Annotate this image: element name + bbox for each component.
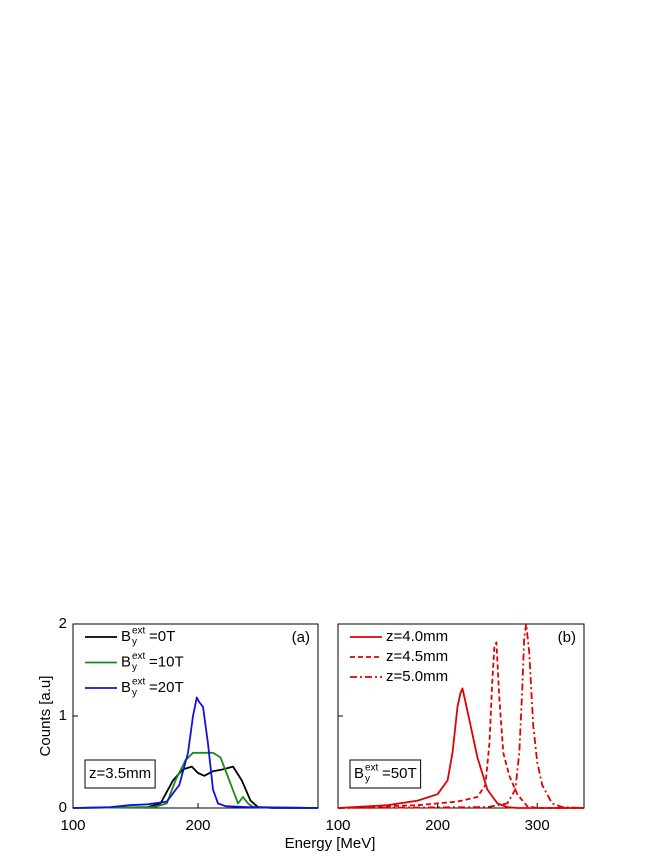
y-tick-label: 1 — [59, 707, 67, 724]
box-label: z=3.5mm — [89, 765, 151, 782]
panel-annotation: (a) — [292, 629, 310, 646]
panel-annotation: (b) — [558, 629, 576, 646]
x-tick-label: 100 — [325, 817, 350, 834]
x-tick-label: 200 — [425, 817, 450, 834]
label-main: B — [121, 679, 131, 696]
label-sub: y — [365, 774, 370, 785]
legend-label: z=4.0mm — [386, 628, 448, 645]
x-axis-label: Energy [MeV] — [285, 835, 376, 852]
y-tick-label: 0 — [59, 799, 67, 816]
box-frame — [84, 759, 156, 789]
label-rest: =0T — [149, 628, 175, 645]
label-sup: ext — [132, 651, 146, 662]
label-main: B — [121, 628, 131, 645]
label-rest: =50T — [382, 765, 417, 782]
box-frame — [349, 759, 422, 789]
label-sup: ext — [132, 626, 146, 637]
plot-frame — [337, 623, 585, 809]
label-main: B — [121, 653, 131, 670]
series-line — [72, 765, 318, 809]
label-sub: y — [132, 688, 137, 699]
series-line — [72, 696, 319, 809]
label-sup: ext — [365, 763, 379, 774]
label-sub: y — [132, 662, 137, 673]
y-tick-label: 2 — [59, 615, 67, 632]
legend-label: z=5.0mm — [386, 668, 448, 685]
label-main: B — [354, 765, 364, 782]
series-line — [72, 751, 319, 809]
series-line — [337, 623, 585, 809]
x-tick-label: 300 — [525, 817, 550, 834]
y-axis-label: Counts [a.u] — [37, 676, 54, 757]
series-line — [337, 687, 584, 809]
label-sup: ext — [132, 677, 146, 688]
series-line — [337, 641, 584, 809]
label-rest: =10T — [149, 653, 184, 670]
x-tick-label: 100 — [60, 817, 85, 834]
x-tick-label: 200 — [185, 817, 210, 834]
label-sub: y — [132, 637, 137, 648]
legend-label: z=4.5mm — [386, 648, 448, 665]
label-rest: =20T — [149, 679, 184, 696]
